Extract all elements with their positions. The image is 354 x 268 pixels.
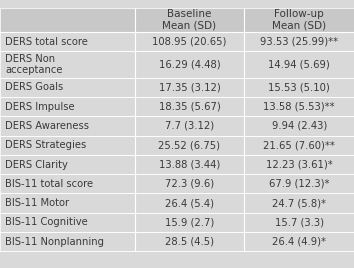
Bar [0, 78, 135, 97]
Bar [244, 51, 354, 78]
Bar [135, 97, 244, 116]
Bar [0, 136, 135, 155]
Bar [135, 51, 244, 78]
Bar [0, 51, 135, 78]
Text: BIS-11 Cognitive: BIS-11 Cognitive [5, 217, 88, 228]
Text: 25.52 (6.75): 25.52 (6.75) [158, 140, 221, 150]
Text: DERS total score: DERS total score [5, 37, 88, 47]
Bar [0, 213, 135, 232]
Bar [0, 232, 135, 251]
Bar [244, 193, 354, 213]
Bar [0, 116, 135, 136]
Text: 12.23 (3.61)*: 12.23 (3.61)* [266, 159, 332, 170]
Bar [244, 174, 354, 193]
Text: 17.35 (3.12): 17.35 (3.12) [159, 82, 220, 92]
Text: DERS Strategies: DERS Strategies [5, 140, 87, 150]
Text: 18.35 (5.67): 18.35 (5.67) [159, 102, 220, 112]
Bar [244, 32, 354, 51]
Bar [0, 174, 135, 193]
Text: Follow-up
Mean (SD): Follow-up Mean (SD) [272, 9, 326, 31]
Bar [135, 78, 244, 97]
Bar [244, 155, 354, 174]
Bar [244, 213, 354, 232]
Bar [135, 155, 244, 174]
Text: DERS Non
acceptance: DERS Non acceptance [5, 54, 63, 75]
Text: DERS Impulse: DERS Impulse [5, 102, 75, 112]
Bar [135, 136, 244, 155]
Bar [135, 232, 244, 251]
Bar [0, 97, 135, 116]
Text: DERS Awareness: DERS Awareness [5, 121, 89, 131]
Text: BIS-11 Nonplanning: BIS-11 Nonplanning [5, 237, 104, 247]
Text: 26.4 (4.9)*: 26.4 (4.9)* [272, 237, 326, 247]
Text: 15.53 (5.10): 15.53 (5.10) [268, 82, 330, 92]
Text: 67.9 (12.3)*: 67.9 (12.3)* [269, 179, 329, 189]
Bar [135, 174, 244, 193]
Bar [244, 8, 354, 32]
Bar [135, 193, 244, 213]
Text: 108.95 (20.65): 108.95 (20.65) [152, 37, 227, 47]
Text: 9.94 (2.43): 9.94 (2.43) [272, 121, 327, 131]
Text: 26.4 (5.4): 26.4 (5.4) [165, 198, 214, 208]
Bar [135, 116, 244, 136]
Text: BIS-11 Motor: BIS-11 Motor [5, 198, 69, 208]
Text: 28.5 (4.5): 28.5 (4.5) [165, 237, 214, 247]
Bar [135, 213, 244, 232]
Text: BIS-11 total score: BIS-11 total score [5, 179, 93, 189]
Text: 13.88 (3.44): 13.88 (3.44) [159, 159, 220, 170]
Bar [0, 32, 135, 51]
Text: 16.29 (4.48): 16.29 (4.48) [159, 59, 220, 70]
Bar [0, 8, 135, 32]
Bar [0, 193, 135, 213]
Bar [244, 136, 354, 155]
Bar [135, 32, 244, 51]
Text: 93.53 (25.99)**: 93.53 (25.99)** [260, 37, 338, 47]
Text: Baseline
Mean (SD): Baseline Mean (SD) [162, 9, 216, 31]
Bar [244, 78, 354, 97]
Text: DERS Goals: DERS Goals [5, 82, 64, 92]
Text: 21.65 (7.60)**: 21.65 (7.60)** [263, 140, 335, 150]
Text: 7.7 (3.12): 7.7 (3.12) [165, 121, 214, 131]
Bar [244, 97, 354, 116]
Bar [0, 155, 135, 174]
Bar [244, 232, 354, 251]
Text: 24.7 (5.8)*: 24.7 (5.8)* [272, 198, 326, 208]
Text: 72.3 (9.6): 72.3 (9.6) [165, 179, 214, 189]
Text: 15.9 (2.7): 15.9 (2.7) [165, 217, 214, 228]
Text: 14.94 (5.69): 14.94 (5.69) [268, 59, 330, 70]
Bar [244, 116, 354, 136]
Text: 13.58 (5.53)**: 13.58 (5.53)** [263, 102, 335, 112]
Text: 15.7 (3.3): 15.7 (3.3) [275, 217, 324, 228]
Text: DERS Clarity: DERS Clarity [5, 159, 68, 170]
Bar [135, 8, 244, 32]
